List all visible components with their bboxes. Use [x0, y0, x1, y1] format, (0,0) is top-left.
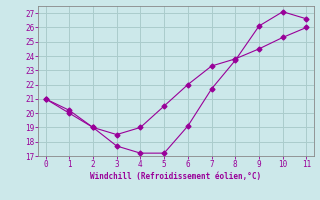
- X-axis label: Windchill (Refroidissement éolien,°C): Windchill (Refroidissement éolien,°C): [91, 172, 261, 181]
